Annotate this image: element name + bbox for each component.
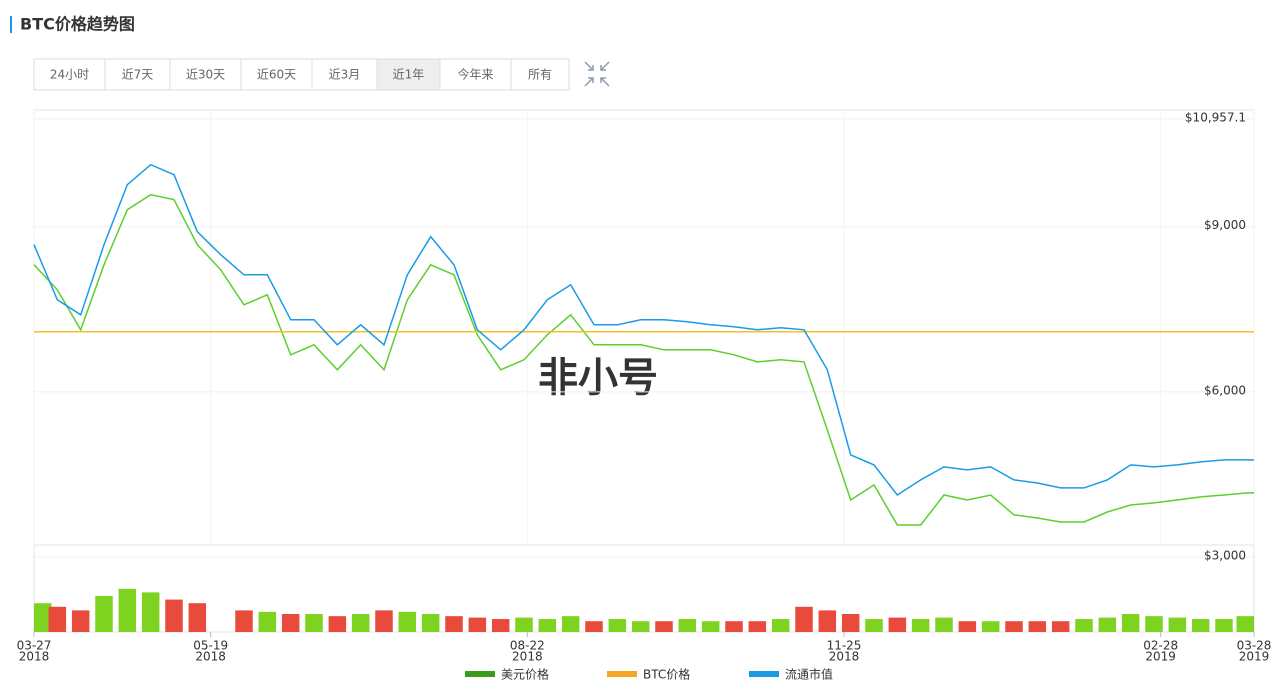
title: BTC价格趋势图 xyxy=(20,15,135,34)
x-tick-label: 02-28 xyxy=(1143,639,1178,653)
volume-bar xyxy=(71,610,90,632)
x-tick-label: 11-25 xyxy=(827,639,862,653)
x-tick-label: 2018 xyxy=(829,650,860,664)
volume-bar xyxy=(748,621,767,632)
volume-bar xyxy=(48,606,67,632)
range-button-label: 所有 xyxy=(528,68,552,82)
range-button[interactable] xyxy=(169,58,242,91)
title-marker xyxy=(10,16,12,33)
volume-bar xyxy=(1236,616,1254,632)
x-tick-label: 03-27 xyxy=(17,639,52,653)
range-button[interactable] xyxy=(33,58,106,91)
volume-bar xyxy=(1168,617,1187,632)
volume-bar xyxy=(701,621,720,632)
legend-label: 流通市值 xyxy=(785,667,833,682)
volume-bar xyxy=(678,619,697,632)
range-button[interactable] xyxy=(439,58,512,91)
x-tick-label: 05-19 xyxy=(193,639,228,653)
y-tick-label: $6,000 xyxy=(1204,383,1246,397)
series-line xyxy=(33,193,1254,526)
volume-bar xyxy=(188,603,207,632)
volume-bar xyxy=(865,619,883,632)
volume-bar xyxy=(1145,616,1163,632)
volume-bar xyxy=(445,616,463,632)
volume-bar xyxy=(981,621,1000,632)
volume-bar xyxy=(631,621,650,632)
legend-swatch xyxy=(465,671,495,677)
x-tick-label: 2018 xyxy=(512,650,543,664)
volume-bar xyxy=(1028,621,1047,632)
x-tick-label: 08-22 xyxy=(510,639,545,653)
volume-bar xyxy=(141,592,160,632)
range-button-label: 近3月 xyxy=(329,68,361,82)
volume-bar xyxy=(958,621,977,632)
volume-bar xyxy=(1005,621,1023,632)
range-button-label: 近1年 xyxy=(393,68,425,82)
volume-bar xyxy=(118,588,137,632)
range-button-label: 今年来 xyxy=(457,67,493,82)
range-button[interactable] xyxy=(104,58,171,91)
volume-bar xyxy=(655,621,673,632)
volume-bar xyxy=(515,617,533,632)
volume-frame xyxy=(33,544,1255,633)
volume-bar xyxy=(281,614,300,632)
volume-bar xyxy=(1051,621,1070,632)
volume-bar xyxy=(1121,614,1140,632)
volume-bar xyxy=(561,616,580,632)
volume-bar xyxy=(771,619,790,632)
x-tick-label: 03-28 xyxy=(1237,639,1272,653)
volume-bar xyxy=(608,619,627,632)
x-tick-label: 2018 xyxy=(195,650,226,664)
volume-bar xyxy=(351,614,370,632)
volume-bar xyxy=(935,617,953,632)
series-line xyxy=(33,163,1254,497)
range-button-label: 24小时 xyxy=(50,68,89,82)
volume-bar xyxy=(538,619,557,632)
x-tick-label: 2019 xyxy=(1145,650,1176,664)
watermark: 非小号 xyxy=(538,355,658,401)
x-tick-label: 2018 xyxy=(19,650,50,664)
volume-bar xyxy=(491,619,510,632)
volume-bar xyxy=(235,610,253,632)
volume-bar xyxy=(421,614,440,632)
volume-bar xyxy=(818,610,837,632)
range-button[interactable] xyxy=(311,58,378,91)
volume-bar xyxy=(95,596,113,632)
volume-bar xyxy=(1215,619,1233,632)
volume-bar xyxy=(841,614,860,632)
expand-icon[interactable] xyxy=(584,61,610,87)
range-button-label: 近60天 xyxy=(257,68,296,82)
range-button[interactable] xyxy=(510,58,570,91)
range-button[interactable] xyxy=(376,58,441,91)
y-tick-label: $3,000 xyxy=(1204,549,1246,563)
volume-bar xyxy=(911,619,930,632)
y-tick-label: $9,000 xyxy=(1204,218,1246,232)
volume-bar xyxy=(165,599,183,632)
legend-label: 美元价格 xyxy=(501,667,549,682)
volume-bar xyxy=(34,603,52,632)
legend-swatch xyxy=(749,671,779,677)
volume-bar xyxy=(468,617,487,632)
y-tick-label: $10,957.1 xyxy=(1185,111,1246,125)
volume-bar xyxy=(1098,617,1117,632)
volume-bar xyxy=(585,621,603,632)
volume-bar xyxy=(795,606,813,632)
volume-bar xyxy=(328,616,347,632)
x-tick-label: 2019 xyxy=(1239,650,1270,664)
legend-label: BTC价格 xyxy=(643,667,690,682)
volume-bar xyxy=(398,611,417,632)
volume-bar xyxy=(1191,619,1210,632)
chart-frame xyxy=(33,109,1255,546)
volume-bar xyxy=(725,621,743,632)
legend-swatch xyxy=(607,671,637,677)
range-button-label: 近30天 xyxy=(186,68,225,82)
volume-bar xyxy=(305,614,323,632)
volume-bar xyxy=(888,617,907,632)
volume-bar xyxy=(375,610,393,632)
volume-bar xyxy=(1075,619,1093,632)
range-buttons: 24小时 近7天 近30天 近60天 近3月 近1年 今年来 所有 xyxy=(33,58,570,91)
range-button-label: 近7天 xyxy=(122,68,154,82)
volume-bar xyxy=(258,611,277,632)
